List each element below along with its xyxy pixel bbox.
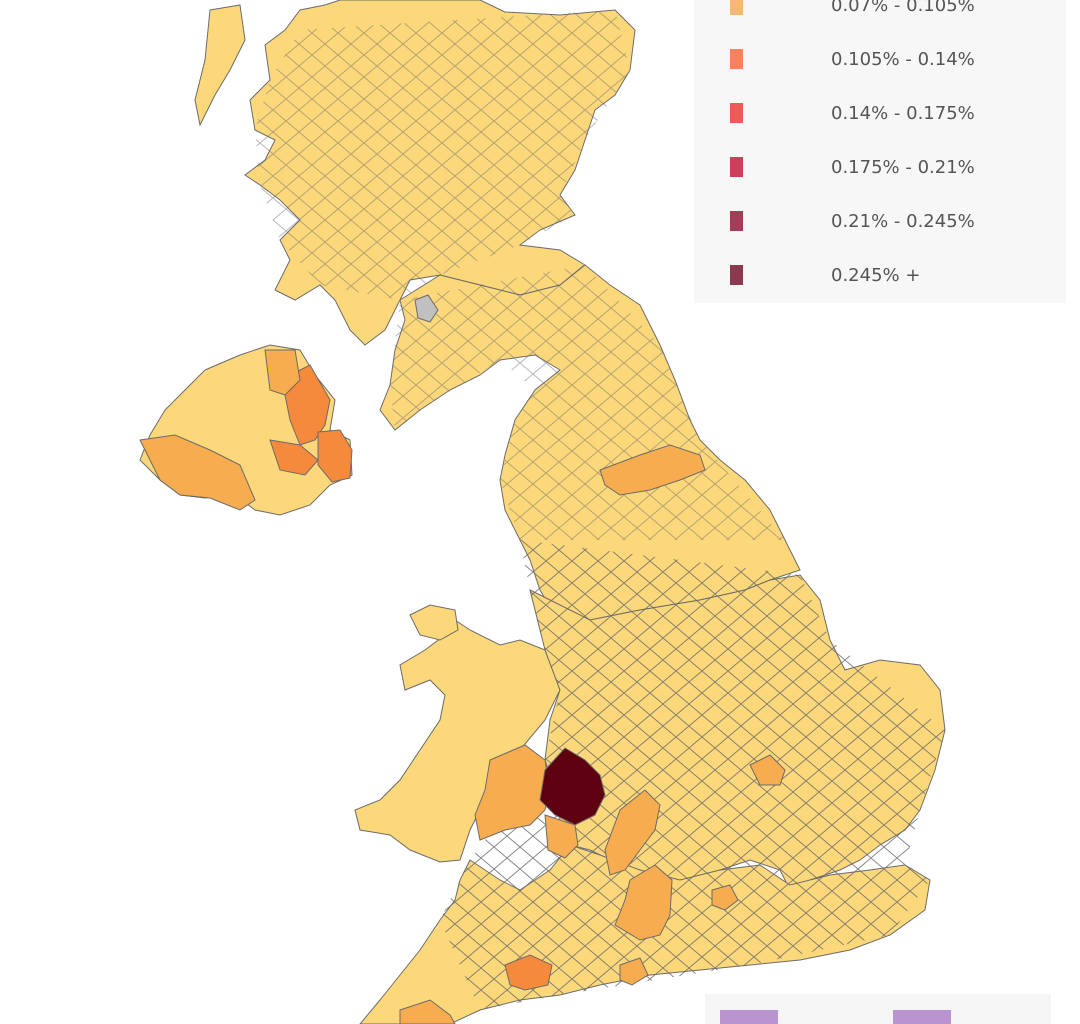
region-ni-east[interactable] <box>284 364 331 446</box>
region-no-data[interactable] <box>414 294 439 323</box>
region-herefordshire[interactable] <box>539 747 606 826</box>
legend-item: 0.21% - 0.245% <box>694 203 1066 233</box>
legend-label: 0.245% + <box>831 265 921 286</box>
legend-item: 0.14% - 0.175% <box>694 95 1066 125</box>
region-cornwall-spot[interactable] <box>399 999 456 1024</box>
legend-label: 0.14% - 0.175% <box>831 103 975 124</box>
legend-item: 0.07% - 0.105% <box>694 0 1066 17</box>
region-powys[interactable] <box>474 744 551 841</box>
region-gloucester-band[interactable] <box>604 789 661 876</box>
region-ni-south[interactable] <box>139 434 256 511</box>
legend-swatch <box>730 265 743 285</box>
legend-item: 0.105% - 0.14% <box>694 41 1066 71</box>
legend-swatch <box>730 49 743 69</box>
region-devon-spot[interactable] <box>504 954 553 991</box>
legend-label: 0.21% - 0.245% <box>831 211 975 232</box>
region-ni-down[interactable] <box>317 429 353 483</box>
region-wiltshire-band[interactable] <box>614 864 673 941</box>
legend-swatch <box>730 103 743 123</box>
district-boundaries <box>255 10 945 1010</box>
region-berks-spot[interactable] <box>711 884 739 911</box>
region-scotland-islands[interactable] <box>194 4 246 127</box>
region-ni-mid[interactable] <box>264 349 301 396</box>
legend-panel: 0.07% - 0.105% 0.105% - 0.14% 0.14% - 0.… <box>694 0 1066 303</box>
legend-label: 0.105% - 0.14% <box>831 49 975 70</box>
legend-swatch <box>730 211 743 231</box>
region-anglesey[interactable] <box>409 604 459 641</box>
legend-swatch <box>730 157 743 177</box>
region-north-yorkshire-band[interactable] <box>599 444 706 496</box>
purple-chip-right <box>893 1010 951 1024</box>
region-monmouth[interactable] <box>544 814 579 859</box>
legend-label: 0.07% - 0.105% <box>831 0 975 16</box>
legend-item: 0.175% - 0.21% <box>694 149 1066 179</box>
legend-item: 0.245% + <box>694 257 1066 287</box>
region-oxon-spot[interactable] <box>749 754 786 786</box>
bottom-legend-panel <box>705 994 1051 1024</box>
legend-label: 0.175% - 0.21% <box>831 157 975 178</box>
region-dorset-spot[interactable] <box>619 957 649 986</box>
region-ni-centre[interactable] <box>269 439 319 476</box>
purple-chip-left <box>720 1010 778 1024</box>
legend-swatch <box>730 0 743 15</box>
